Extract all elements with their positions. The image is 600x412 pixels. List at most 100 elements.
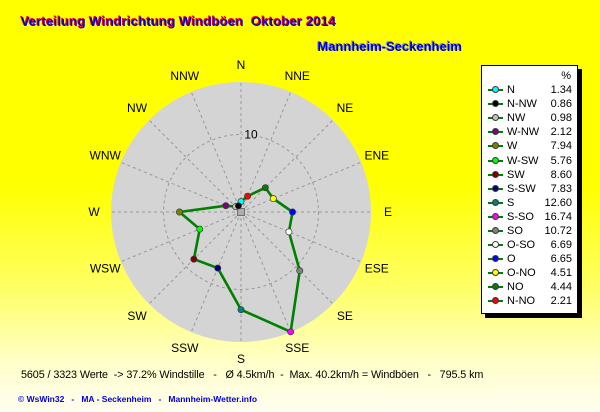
legend-row: SW 8.60	[488, 168, 572, 182]
ring-label-backdrop	[243, 128, 259, 141]
axis-label-NW: NW	[127, 101, 148, 115]
axis-label-W: W	[88, 205, 100, 219]
legend-row: S-SO 16.74	[488, 210, 572, 224]
data-point-E	[289, 208, 296, 216]
spoke-WSW	[120, 211, 242, 263]
legend-marker-icon	[488, 255, 503, 263]
legend-percent-value: 6.69	[550, 239, 572, 252]
legend-row: S-SW 7.83	[488, 182, 572, 196]
legend-row: O-NO 4.51	[488, 266, 572, 280]
data-point-W	[176, 208, 183, 216]
axis-label-ESE: ESE	[365, 261, 389, 275]
legend-percent-header: %	[561, 70, 571, 82]
legend-dot-icon	[492, 283, 499, 291]
spoke-WNW	[120, 161, 242, 213]
data-point-NNE	[244, 192, 252, 200]
legend-direction-label: SW	[507, 168, 525, 181]
legend-direction-label: NO	[507, 281, 524, 294]
legend-direction-label: S	[507, 196, 515, 209]
spoke-ESE	[240, 211, 362, 263]
legend-dot-icon	[492, 269, 499, 277]
axis-label-WNW: WNW	[90, 149, 122, 163]
data-point-SSE	[287, 328, 295, 336]
chart-title: Verteilung Windrichtung Windböen Oktober…	[21, 14, 337, 29]
legend-percent-value: 0.86	[550, 98, 572, 111]
legend-percent-value: 4.51	[550, 267, 572, 280]
legend-row: O-SO 6.69	[488, 238, 572, 252]
legend-marker-icon	[488, 128, 503, 136]
legend-marker-icon	[488, 86, 503, 94]
legend-marker-icon	[488, 156, 503, 165]
axis-label-WSW: WSW	[90, 261, 121, 275]
axis-label-SW: SW	[127, 309, 147, 323]
legend-direction-label: W	[507, 140, 518, 153]
axis-label-ENE: ENE	[364, 149, 389, 163]
legend-row: NW 0.98	[488, 111, 572, 125]
legend-percent-value: 0.98	[550, 112, 572, 125]
legend-percent-value: 7.83	[550, 182, 572, 195]
center-marker	[237, 208, 245, 216]
legend-row: W-NW 2.12	[488, 125, 572, 139]
legend-percent-value: 6.65	[550, 253, 572, 266]
legend-row: NO 4.44	[488, 280, 572, 294]
legend-direction-label: O-NO	[507, 267, 536, 280]
axis-label-N: N	[237, 58, 246, 72]
legend-percent-value: 7.94	[550, 140, 572, 153]
legend-marker-icon	[488, 241, 503, 249]
axis-label-S: S	[237, 352, 245, 366]
legend-dot-icon	[492, 212, 499, 220]
legend-marker-icon	[488, 269, 503, 277]
spoke-SE	[240, 211, 334, 305]
legend-dot-icon	[492, 198, 499, 206]
data-point-SW	[190, 255, 198, 263]
spoke-NE	[240, 119, 334, 213]
data-point-ENE	[269, 195, 277, 203]
legend-dot-icon	[492, 226, 499, 234]
legend-row: O 6.65	[488, 252, 572, 266]
ring-10	[163, 134, 319, 290]
legend-marker-icon	[488, 198, 503, 207]
station-name: Mannheim-Seckenheim	[317, 39, 463, 54]
data-point-WSW	[196, 225, 204, 233]
legend-marker-icon	[488, 184, 503, 193]
legend-row: W-SW 5.76	[488, 153, 572, 167]
data-point-S	[237, 306, 245, 314]
legend-row: N-NW 0.86	[488, 97, 572, 111]
axis-label-NNE: NNE	[285, 69, 310, 83]
data-point-SE	[296, 267, 304, 275]
legend-rows: N 1.34 N-NW 0.86 NW 0.98 W-NW 2.12 W 7.94 W-SW 5.76…	[488, 83, 572, 309]
legend-direction-label: N-NO	[507, 295, 536, 308]
spoke-NNE	[240, 91, 292, 213]
spoke-SSE	[240, 211, 292, 333]
legend-direction-label: W-SW	[507, 154, 539, 167]
legend-marker-icon	[488, 226, 503, 235]
spoke-NW	[148, 119, 242, 213]
legend-direction-label: NW	[507, 112, 526, 125]
axis-label-SSE: SSE	[285, 341, 309, 355]
legend-direction-label: S-SO	[507, 210, 534, 223]
legend-dot-icon	[492, 86, 499, 94]
legend-dot-icon	[492, 241, 499, 249]
axis-label-E: E	[384, 205, 392, 219]
data-point-ESE	[285, 228, 293, 236]
legend-percent-value: 8.60	[550, 168, 572, 181]
axis-label-SSW: SSW	[171, 341, 199, 355]
data-point-NNW	[234, 202, 242, 210]
legend-dot-icon	[492, 184, 499, 192]
legend-dot-icon	[492, 100, 499, 108]
legend-dot-icon	[492, 156, 499, 164]
legend-marker-icon	[488, 114, 503, 122]
legend-dot-icon	[492, 114, 499, 122]
legend-direction-label: W-NW	[507, 126, 540, 139]
legend-percent-value: 2.21	[550, 295, 572, 308]
legend-percent-value: 12.60	[544, 196, 572, 209]
legend-dot-icon	[492, 297, 499, 305]
legend-direction-label: S-SW	[507, 182, 536, 195]
legend-percent-value: 5.76	[550, 154, 572, 167]
ring-label: 10	[244, 128, 258, 142]
legend-row: W 7.94	[488, 139, 572, 153]
legend-marker-icon	[488, 212, 503, 221]
spoke-NNW	[190, 91, 242, 213]
